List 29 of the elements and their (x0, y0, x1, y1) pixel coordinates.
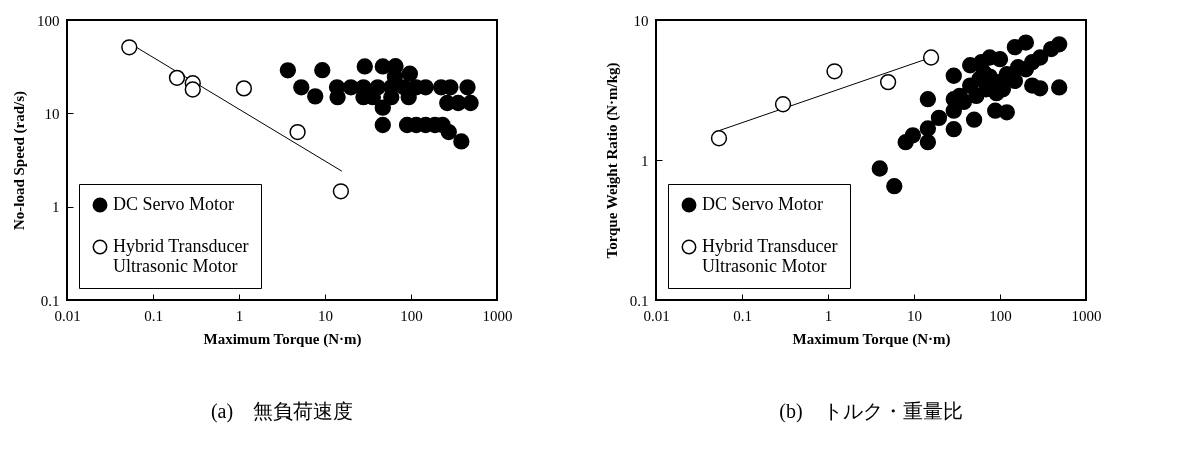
y-tick-label: 10 (44, 105, 60, 122)
x-tick-label: 0.1 (144, 307, 163, 324)
x-tick-label: 0.1 (733, 307, 752, 324)
legend-label: Hybrid Transducer Ultrasonic Motor (113, 236, 249, 276)
legend-label: Hybrid Transducer Ultrasonic Motor (702, 236, 838, 276)
x-tick-label: 1000 (1071, 307, 1102, 324)
x-tick-label: 1000 (482, 307, 513, 324)
x-tick-label: 0.01 (643, 307, 670, 324)
x-tick-label: 10 (318, 307, 333, 324)
x-tick-label: 10 (907, 307, 922, 324)
text: (b) トルク・重量比 (779, 400, 963, 423)
x-tick-label: 0.01 (54, 307, 81, 324)
y-tick-label: 10 (633, 12, 649, 29)
x-axis-title: Maximum Torque (N·m) (792, 330, 951, 348)
y-axis-title: Torque Weight Ratio (N·m/kg) (603, 62, 621, 259)
x-tick-label: 100 (400, 307, 423, 324)
y-tick-label: 1 (641, 152, 649, 169)
text: (a) 無負荷速度 (210, 400, 354, 423)
x-tick-label: 1 (824, 307, 833, 324)
y-tick-label: 0.1 (629, 292, 649, 309)
x-tick-label: 100 (989, 307, 1012, 324)
y-tick-label: 100 (37, 12, 60, 29)
legend-label: DC Servo Motor (702, 194, 823, 214)
y-axis-title: No-load Speed (rad/s) (11, 90, 28, 231)
x-tick-label: 1 (235, 307, 244, 324)
legend-label: DC Servo Motor (113, 194, 234, 214)
y-tick-label: 1 (52, 199, 60, 216)
y-tick-label: 0.1 (40, 292, 60, 309)
x-axis-title: Maximum Torque (N·m) (203, 330, 362, 348)
